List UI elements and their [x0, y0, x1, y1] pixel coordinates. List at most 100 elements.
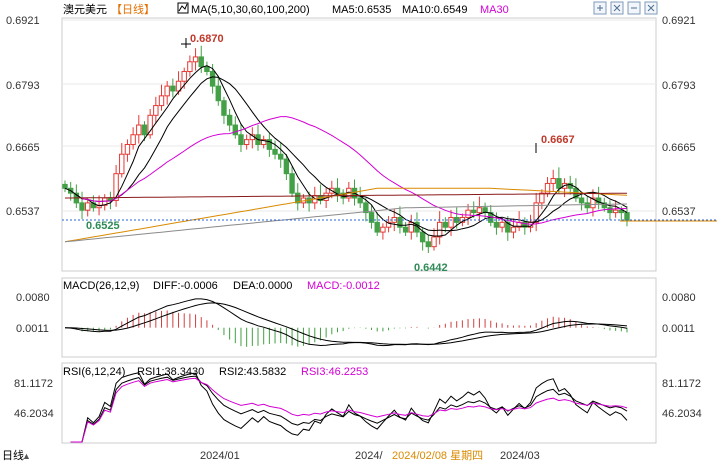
- candle-body-48: [334, 187, 341, 194]
- macd-tick-right-1: 0.0080: [662, 292, 696, 304]
- price-tick-right-3: 0.6665: [662, 142, 696, 154]
- macd-dea: DEA:0.0000: [233, 280, 292, 292]
- ma10-value: MA10:0.6549: [402, 4, 467, 16]
- candle-body-93: [590, 197, 596, 209]
- candle-body-38: [278, 153, 284, 160]
- rsi2-value: RSI2:43.5832: [219, 366, 286, 378]
- candle-body-79: [510, 226, 517, 233]
- symbol-name: 澳元美元: [63, 3, 107, 16]
- candle-body-17: [158, 95, 165, 107]
- bottom-period-caret[interactable]: ▲: [22, 451, 31, 461]
- macd-tick-left-2: 0.0011: [16, 323, 49, 335]
- candle-body-87: [556, 178, 562, 189]
- zoom-out-icon[interactable]: [627, 1, 641, 15]
- macd-tick-right-2: 0.0011: [662, 323, 695, 335]
- ma-toggle-glyph: [178, 3, 188, 12]
- price-tick-left-4: 0.6537: [6, 206, 40, 218]
- ma5-line: [64, 65, 628, 237]
- annotation-low: 0.6442: [414, 262, 448, 274]
- ma200-line: [64, 203, 628, 243]
- candle-body-56: [380, 226, 386, 233]
- macd-panel: [61, 277, 657, 358]
- rsi2-line: [70, 375, 628, 443]
- rsi-tick-left-1: 81.1172: [14, 378, 53, 390]
- candle-body-72: [471, 209, 477, 214]
- date-tick-3: 2024/03: [500, 450, 540, 462]
- candle-body-97: [612, 209, 619, 214]
- candle-body-29: [226, 114, 233, 126]
- candle-body-96: [607, 207, 613, 214]
- annotation-low-left: 0.6525: [86, 220, 120, 232]
- price-tick-right-4: 0.6537: [662, 206, 696, 218]
- candle-body-73: [476, 207, 483, 214]
- candle-body-63: [419, 231, 426, 243]
- price-panel: [61, 17, 657, 272]
- expand-icon[interactable]: [593, 1, 607, 15]
- date-crosshair: 2024/02/08 星期四: [392, 449, 483, 462]
- candle-body-91: [578, 197, 585, 204]
- candle-body-81: [522, 221, 528, 228]
- candle-body-62: [414, 221, 420, 233]
- candle-body-64: [425, 241, 432, 248]
- ma100-line: [65, 192, 628, 199]
- candle-body-59: [397, 216, 403, 228]
- rsi-panel: [61, 362, 657, 444]
- macd-value: MACD:-0.0012: [307, 280, 380, 292]
- candle-body-40: [289, 173, 295, 194]
- candle-body-9: [113, 173, 119, 201]
- ma-params: MA(5,10,30,60,100,200): [191, 4, 310, 16]
- macd-tick-left-1: 0.0080: [16, 292, 50, 304]
- candle-body-39: [283, 158, 290, 175]
- macd-diff-line: [64, 298, 628, 347]
- price-tick-left-1: 0.6921: [6, 15, 40, 27]
- moving-averages: [64, 65, 628, 243]
- candle-body-20: [175, 80, 182, 92]
- rsi1-value: RSI1:38.3430: [137, 366, 204, 378]
- rsi-label: RSI(6,12,24): [63, 366, 125, 378]
- zoom-in-icon[interactable]: [610, 1, 624, 15]
- candle-body-28: [221, 100, 227, 116]
- candle-body-0: [62, 183, 68, 189]
- candle-body-10: [119, 153, 125, 175]
- candle-body-19: [170, 85, 176, 92]
- candle-body-37: [272, 148, 278, 155]
- close-icon[interactable]: [644, 1, 658, 15]
- price-tick-right-1: 0.6921: [662, 15, 696, 27]
- ma-toggle-icon[interactable]: [177, 2, 189, 14]
- candle-body-65: [431, 236, 437, 248]
- candle-body-27: [215, 85, 221, 102]
- rsi3-value: RSI3:46.2253: [301, 366, 368, 378]
- candle-body-78: [505, 221, 511, 233]
- candle-body-99: [624, 212, 630, 221]
- candle-body-92: [584, 202, 590, 209]
- candle-body-53: [363, 202, 369, 214]
- ma30-label: MA30: [480, 4, 509, 16]
- candle-body-4: [85, 202, 91, 211]
- candle-body-55: [374, 221, 380, 233]
- candle-body-30: [232, 124, 239, 136]
- price-tick-right-2: 0.6793: [662, 80, 696, 92]
- candle-body-54: [368, 212, 375, 223]
- candle-body-18: [164, 85, 170, 97]
- candle-body-16: [153, 105, 159, 116]
- candle-body-3: [79, 202, 85, 211]
- macd-label: MACD(26,12,9): [63, 280, 139, 292]
- candle-body-22: [187, 61, 193, 73]
- candle-body-41: [295, 192, 301, 204]
- candle-body-23: [192, 56, 199, 63]
- candle-body-15: [147, 114, 153, 136]
- candle-body-36: [266, 139, 273, 150]
- rsi1-line: [70, 372, 628, 443]
- candle-body-52: [357, 197, 363, 204]
- bottom-period: 日线: [2, 448, 24, 462]
- price-tick-left-2: 0.6793: [6, 80, 40, 92]
- rsi-tick-right-1: 81.1172: [662, 378, 701, 390]
- candle-body-67: [442, 221, 449, 228]
- grid-lines: [62, 19, 656, 212]
- candle-body-85: [544, 182, 551, 194]
- macd-diff: DIFF:-0.0006: [153, 280, 218, 292]
- candle-body-24: [198, 56, 204, 68]
- candle-body-76: [493, 221, 500, 228]
